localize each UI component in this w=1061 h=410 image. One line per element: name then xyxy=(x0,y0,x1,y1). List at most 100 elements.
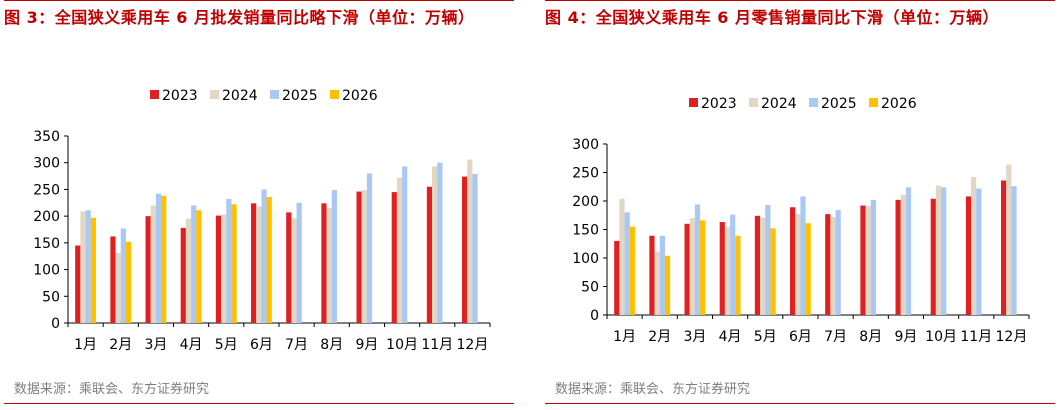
bar-2026-5月 xyxy=(770,228,776,315)
bar-2026-6月 xyxy=(805,223,811,315)
bar-2025-4月 xyxy=(191,205,197,323)
bar-2025-6月 xyxy=(800,196,806,315)
bar-2023-11月 xyxy=(965,196,972,315)
bar-2024-7月 xyxy=(830,216,836,315)
bar-2025-12月 xyxy=(472,173,478,323)
bar-2024-5月 xyxy=(221,214,227,323)
bar-2026-2月 xyxy=(125,241,132,323)
bar-2026-1月 xyxy=(629,226,635,315)
bar-2025-1月 xyxy=(85,210,91,323)
x-tick-label: 11月 xyxy=(421,337,453,353)
y-tick-label: 200 xyxy=(572,194,599,210)
x-tick-label: 5月 xyxy=(215,337,238,353)
y-tick-label: 0 xyxy=(51,316,60,332)
x-tick-label: 6月 xyxy=(250,337,273,353)
bar-2023-2月 xyxy=(110,236,116,323)
top-rule xyxy=(4,0,514,1)
source-note: 数据来源：乘联会、东方证券研究 xyxy=(555,382,751,397)
bar-2024-3月 xyxy=(689,218,695,315)
bar-2024-2月 xyxy=(654,251,660,315)
bar-2026-4月 xyxy=(196,210,202,323)
x-tick-label: 6月 xyxy=(789,329,812,345)
legend-swatch xyxy=(809,98,818,107)
x-tick-label: 4月 xyxy=(719,329,742,345)
y-tick-label: 150 xyxy=(572,223,599,239)
bar-2023-4月 xyxy=(719,222,725,315)
bar-2023-1月 xyxy=(614,240,620,315)
bar-2025-2月 xyxy=(120,228,126,323)
bar-2024-4月 xyxy=(185,218,192,323)
bar-2024-8月 xyxy=(326,208,332,323)
bar-2024-1月 xyxy=(619,198,625,315)
bar-2024-7月 xyxy=(291,218,297,323)
bar-2025-8月 xyxy=(331,189,337,323)
x-tick-label: 10月 xyxy=(925,329,957,345)
x-tick-label: 11月 xyxy=(960,329,992,345)
bar-2023-12月 xyxy=(1001,180,1007,315)
bar-2025-2月 xyxy=(659,235,665,315)
legend-label: 2023 xyxy=(701,96,737,112)
bar-2025-11月 xyxy=(437,162,443,323)
bar-2023-5月 xyxy=(754,215,761,315)
y-tick-label: 300 xyxy=(33,156,60,172)
chart-title: 图 4：全国狭义乘用车 6 月零售销量同比下滑（单位：万辆） xyxy=(545,8,999,27)
y-tick-label: 150 xyxy=(33,236,60,252)
y-tick-label: 250 xyxy=(572,166,599,182)
bar-chart: 0 50 100 150 200 250 300 350 1月 2月 3月 4月 5月 6月 7月 8月 9月 1… xyxy=(33,88,491,353)
bar-2026-6月 xyxy=(266,196,272,323)
x-tick-label: 2月 xyxy=(109,337,132,353)
bar-2024-11月 xyxy=(432,166,438,323)
y-tick-label: 0 xyxy=(590,308,599,324)
x-tick-label: 12月 xyxy=(457,337,489,353)
legend-swatch xyxy=(210,90,219,99)
bar-2025-8月 xyxy=(870,199,876,315)
bar-2025-11月 xyxy=(976,188,982,315)
y-tick-label: 350 xyxy=(33,129,60,145)
bar-2024-6月 xyxy=(795,214,801,315)
x-tick-label: 1月 xyxy=(74,337,97,353)
bar-2023-12月 xyxy=(462,176,468,323)
bar-2023-10月 xyxy=(391,192,397,323)
chart-panel-right: 图 4：全国狭义乘用车 6 月零售销量同比下滑（单位：万辆） 0 50 100 150… xyxy=(541,0,1061,410)
bar-2023-3月 xyxy=(145,216,151,323)
bar-2024-2月 xyxy=(115,253,121,323)
bar-2024-9月 xyxy=(361,189,367,323)
bar-2023-5月 xyxy=(215,215,222,323)
bar-2023-6月 xyxy=(790,207,796,315)
bar-2026-3月 xyxy=(161,195,167,323)
bar-2025-6月 xyxy=(261,189,267,323)
legend-label: 2025 xyxy=(821,96,857,112)
bar-2024-10月 xyxy=(396,177,403,323)
x-tick-label: 7月 xyxy=(824,329,847,345)
bar-2023-9月 xyxy=(895,199,901,315)
x-tick-label: 1月 xyxy=(613,329,636,345)
x-tick-label: 10月 xyxy=(386,337,418,353)
y-tick-label: 50 xyxy=(581,280,599,296)
bottom-rule xyxy=(545,403,1055,404)
bar-2025-3月 xyxy=(694,204,701,315)
bar-2023-8月 xyxy=(321,203,327,323)
bar-2026-2月 xyxy=(664,255,671,315)
x-tick-label: 3月 xyxy=(683,329,706,345)
bar-2026-4月 xyxy=(735,235,741,315)
x-tick-label: 4月 xyxy=(180,337,203,353)
bar-2025-3月 xyxy=(155,193,162,323)
bar-2023-9月 xyxy=(356,191,362,323)
bar-2024-4月 xyxy=(724,227,731,315)
legend-swatch xyxy=(150,90,159,99)
legend-swatch xyxy=(689,98,698,107)
chart-panel-left: 图 3：全国狭义乘用车 6 月批发销量同比略下滑（单位：万辆） 0 50 100 15… xyxy=(0,0,520,410)
y-tick-label: 100 xyxy=(572,251,599,267)
bar-2025-10月 xyxy=(402,166,408,323)
bar-2024-8月 xyxy=(865,206,871,315)
legend-label: 2023 xyxy=(162,88,198,104)
bar-2023-6月 xyxy=(251,203,257,323)
bar-2023-7月 xyxy=(825,214,831,315)
bar-2025-1月 xyxy=(624,212,630,315)
bar-2024-11月 xyxy=(971,177,977,315)
legend-label: 2026 xyxy=(881,96,917,112)
chart-title: 图 3：全国狭义乘用车 6 月批发销量同比略下滑（单位：万辆） xyxy=(4,8,475,27)
bar-2026-3月 xyxy=(700,220,706,315)
bar-2025-7月 xyxy=(296,202,302,323)
